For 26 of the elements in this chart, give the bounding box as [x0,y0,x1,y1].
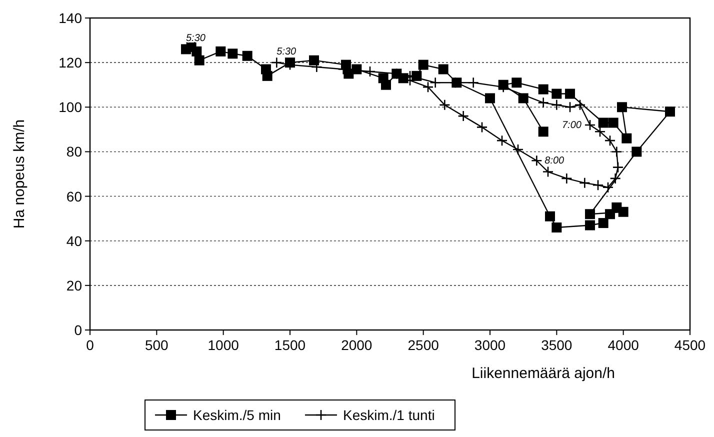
annotation: 5:30 [186,33,206,44]
x-tick-label: 500 [144,337,169,353]
y-tick-label: 140 [58,10,82,26]
y-tick-label: 80 [66,144,82,160]
x-tick-label: 2000 [341,337,372,353]
x-tick-label: 4000 [608,337,640,353]
y-tick-label: 120 [58,54,82,71]
y-tick-label: 60 [66,188,82,204]
x-tick-label: 1000 [208,337,240,353]
x-tick-label: 2500 [408,337,440,353]
annotation: 7:00 [562,120,582,131]
x-tick-label: 1500 [274,337,306,353]
x-tick-label: 3500 [541,337,572,353]
y-tick-label: 100 [58,99,82,116]
y-tick-label: 20 [66,277,82,294]
x-tick-label: 0 [86,337,94,353]
x-tick-label: 3000 [474,337,506,353]
x-axis-title: Liikennemäärä ajon/h [472,365,615,382]
y-tick-label: 0 [74,322,82,338]
y-axis-title: Ha nopeus km/h [11,119,28,229]
legend-label: Keskim./5 min [193,407,281,423]
annotation: 8:00 [544,156,565,167]
annotation: 5:30 [276,46,297,58]
x-tick-label: 4500 [674,337,706,353]
y-tick-label: 40 [66,232,82,249]
legend-label: Keskim./1 tunti [343,407,435,423]
